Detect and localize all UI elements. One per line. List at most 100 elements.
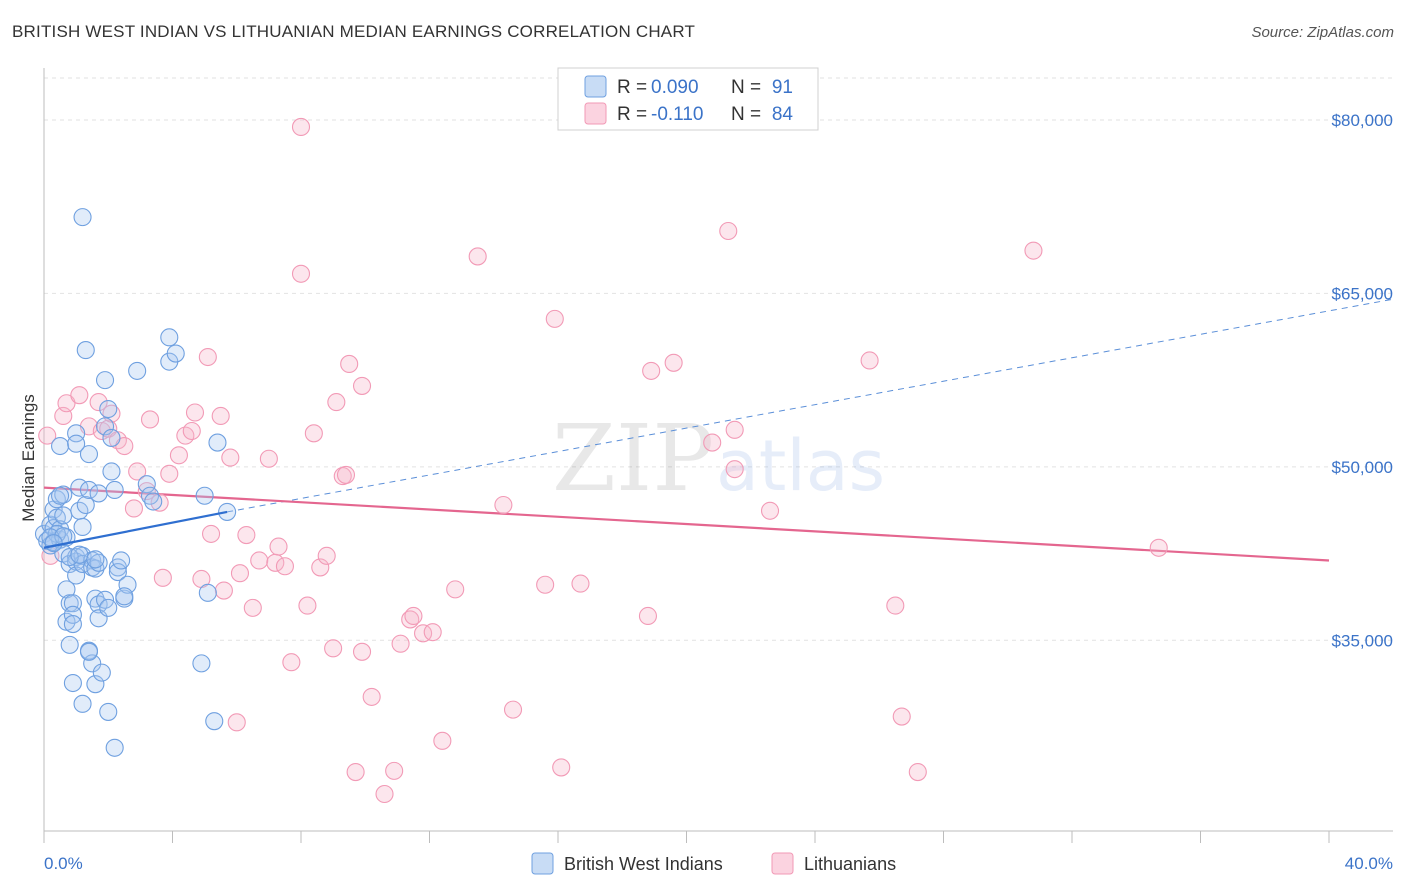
point-british-west-indian xyxy=(83,654,102,673)
point-british-west-indian xyxy=(89,553,108,572)
point-lithuanian xyxy=(182,421,201,441)
x-tick-label-min: 0.0% xyxy=(44,854,83,873)
point-lithuanian xyxy=(202,524,221,543)
legend-bottom-swatch-lith xyxy=(771,852,794,875)
point-british-west-indian xyxy=(41,515,60,534)
point-lithuanian xyxy=(140,410,160,429)
point-lithuanian xyxy=(243,598,262,617)
source-credit: Source: ZipAtlas.com xyxy=(1251,24,1394,41)
legend-top: R = 0.090 N = 91 R = -0.110 N = 84 xyxy=(557,67,819,131)
point-lithuanian xyxy=(124,499,143,518)
x-tick-label-max: 40.0% xyxy=(1345,854,1393,873)
point-british-west-indian xyxy=(86,550,105,569)
point-lithuanian xyxy=(282,653,301,672)
point-lithuanian xyxy=(317,546,336,565)
axes xyxy=(43,68,1393,832)
point-lithuanian xyxy=(211,406,230,426)
point-lithuanian xyxy=(719,221,738,241)
point-lithuanian xyxy=(291,117,311,137)
point-lithuanian xyxy=(214,581,233,600)
point-lithuanian xyxy=(404,606,423,626)
point-british-west-indian xyxy=(192,654,211,673)
point-british-west-indian xyxy=(95,371,115,390)
point-british-west-indian xyxy=(86,589,105,608)
legend-r-value-lith: -0.110 xyxy=(651,104,703,125)
point-lithuanian xyxy=(642,361,661,380)
watermark-atlas: atlas xyxy=(716,425,885,507)
point-lithuanian xyxy=(304,424,323,443)
point-lithuanian xyxy=(423,623,442,642)
point-lithuanian xyxy=(725,460,744,479)
point-lithuanian xyxy=(336,465,356,484)
legend-swatch-bwi xyxy=(584,75,607,98)
point-british-west-indian xyxy=(102,428,121,447)
point-lithuanian xyxy=(552,758,571,777)
y-tick-label: $80,000 xyxy=(1332,111,1393,130)
point-lithuanian xyxy=(230,564,250,583)
point-lithuanian xyxy=(70,386,89,405)
point-lithuanian xyxy=(198,347,217,367)
point-british-west-indian xyxy=(79,445,99,464)
point-lithuanian xyxy=(375,784,394,804)
point-british-west-indian xyxy=(54,506,73,525)
point-british-west-indian xyxy=(73,517,92,537)
point-lithuanian xyxy=(160,464,179,483)
point-british-west-indian xyxy=(99,399,118,419)
point-lithuanian xyxy=(892,707,911,726)
point-british-west-indian xyxy=(63,605,82,624)
legend-bottom-swatch-bwi xyxy=(531,852,554,875)
point-british-west-indian xyxy=(195,486,214,505)
point-british-west-indian xyxy=(67,434,86,453)
y-tick-labels: $35,000 $50,000 $65,000 $80,000 xyxy=(1332,111,1393,650)
point-lithuanian xyxy=(1149,538,1168,557)
data-points xyxy=(34,117,1168,804)
point-lithuanian xyxy=(414,624,433,643)
watermark-zip: ZIP xyxy=(552,405,714,512)
point-lithuanian xyxy=(176,426,195,445)
legend-bottom-label-lith: Lithuanians xyxy=(804,854,896,874)
point-british-west-indian xyxy=(44,534,63,553)
point-lithuanian xyxy=(298,596,317,615)
point-british-west-indian xyxy=(128,361,147,380)
point-british-west-indian xyxy=(205,712,224,731)
point-lithuanian xyxy=(115,436,134,456)
point-lithuanian xyxy=(446,580,465,599)
point-lithuanian xyxy=(352,642,372,661)
point-lithuanian xyxy=(571,574,590,593)
point-lithuanian xyxy=(153,568,172,587)
y-tick-label: $65,000 xyxy=(1332,284,1393,303)
point-lithuanian xyxy=(545,309,564,328)
point-lithuanian xyxy=(340,354,359,374)
point-british-west-indian xyxy=(51,436,70,456)
legend-bottom: British West Indians Lithuanians xyxy=(531,852,896,875)
point-lithuanian xyxy=(1024,241,1043,260)
legend-bottom-label-bwi: British West Indians xyxy=(564,854,723,874)
point-british-west-indian xyxy=(76,495,95,515)
point-lithuanian xyxy=(886,596,905,615)
point-british-west-indian xyxy=(76,341,95,360)
watermark: ZIP atlas xyxy=(552,405,885,512)
point-british-west-indian xyxy=(79,642,99,661)
point-british-west-indian xyxy=(166,344,185,363)
point-british-west-indian xyxy=(86,675,105,694)
point-british-west-indian xyxy=(67,424,86,443)
point-lithuanian xyxy=(327,393,346,412)
point-british-west-indian xyxy=(208,433,227,452)
point-lithuanian xyxy=(385,761,404,780)
point-lithuanian xyxy=(725,420,744,439)
trend-lines xyxy=(43,298,1394,562)
point-british-west-indian xyxy=(115,587,134,606)
point-british-west-indian xyxy=(160,328,179,347)
legend-n-value-lith: 84 xyxy=(772,104,794,125)
point-lithuanian xyxy=(362,687,381,706)
point-british-west-indian xyxy=(105,480,124,500)
point-british-west-indian xyxy=(95,417,115,436)
point-british-west-indian xyxy=(51,486,70,505)
point-lithuanian xyxy=(275,557,294,576)
point-british-west-indian xyxy=(47,490,66,509)
legend-n-label-lith: N = xyxy=(731,104,766,125)
point-lithuanian xyxy=(185,403,205,422)
point-lithuanian xyxy=(503,700,523,719)
point-lithuanian xyxy=(237,525,256,545)
